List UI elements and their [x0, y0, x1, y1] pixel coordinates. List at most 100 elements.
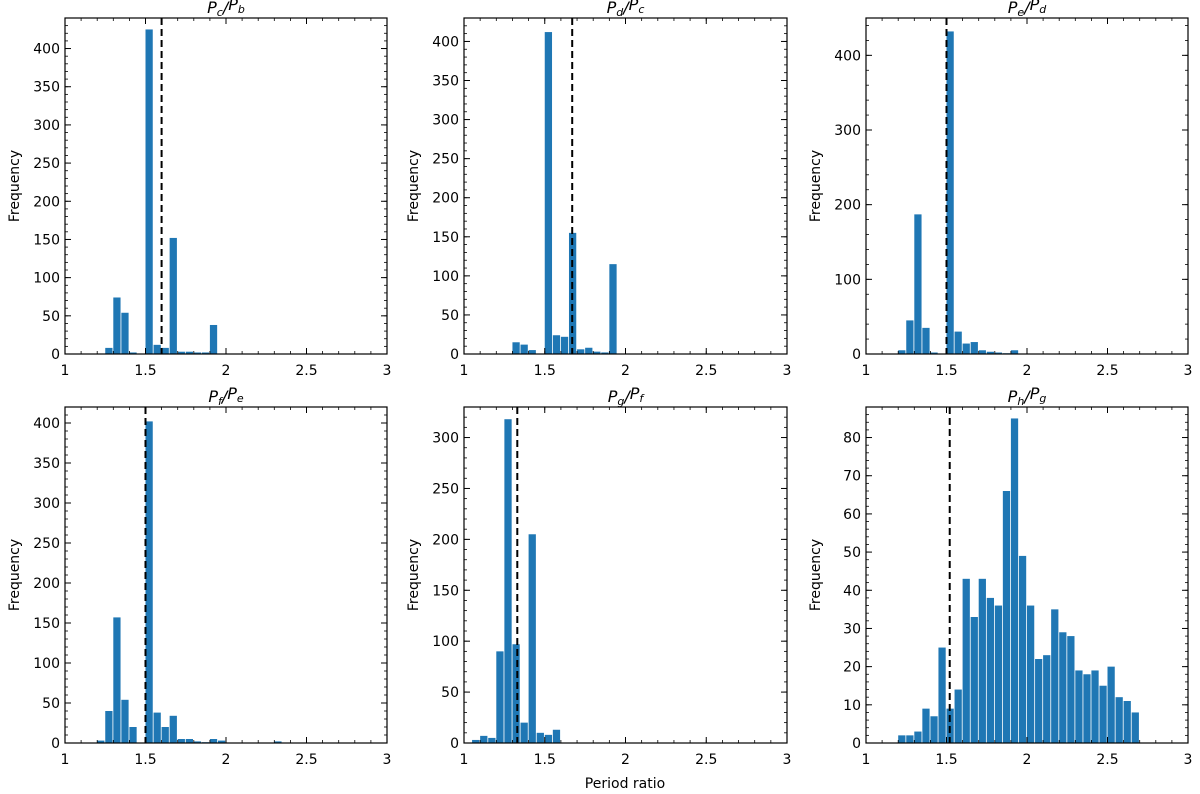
bar [922, 708, 930, 743]
bar [906, 735, 914, 743]
x-tick-label: 1.5 [935, 752, 957, 768]
bar [472, 739, 480, 743]
bar [1043, 655, 1051, 743]
y-tick-label: 100 [432, 269, 459, 285]
y-tick-label: 350 [432, 74, 459, 90]
bar [1107, 666, 1115, 743]
bar [1018, 555, 1027, 743]
bar [528, 534, 536, 743]
x-tick-label: 3 [1184, 363, 1193, 379]
y-tick-label: 0 [450, 736, 459, 752]
x-tick-label: 1.5 [134, 752, 156, 768]
bar [512, 644, 520, 743]
x-tick-label: 1.5 [134, 363, 156, 379]
x-tick-label: 2.5 [695, 363, 717, 379]
bar [105, 711, 113, 743]
y-tick-label: 350 [33, 456, 60, 472]
y-tick-label: 150 [33, 616, 60, 632]
bar [1002, 491, 1011, 743]
y-tick-label: 0 [852, 736, 861, 752]
bar [1091, 670, 1099, 743]
bar [161, 347, 169, 354]
bar [986, 597, 994, 743]
x-tick-label: 1 [862, 363, 871, 379]
x-tick-label: 1 [61, 363, 70, 379]
bar [153, 344, 161, 354]
x-tick-label: 1.5 [534, 363, 556, 379]
chart-panel-pd-pc: 1 1.5 2 2.5 3 0 50 100 150 200 250 300 350 400 Frequen… [406, 0, 791, 379]
x-tick-label: 1 [862, 752, 871, 768]
chart-title: Pd/Pc [607, 0, 645, 19]
chart-title: Pf/Pe [208, 384, 244, 408]
bar [994, 352, 1003, 354]
y-tick-label: 50 [441, 308, 459, 324]
bar [544, 734, 553, 743]
bar [177, 739, 185, 743]
bar [201, 352, 210, 354]
y-tick-label: 300 [33, 118, 60, 134]
bar [145, 29, 153, 354]
figure-xlabel: Period ratio [585, 776, 665, 792]
x-tick-label: 1 [460, 752, 469, 768]
y-tick-label: 0 [51, 736, 60, 752]
y-tick-label: 400 [33, 42, 60, 58]
y-tick-label: 50 [441, 685, 459, 701]
x-tick-label: 2 [222, 752, 231, 768]
chart-title: Pg/Pf [608, 384, 646, 408]
chart-panel-pc-pb: 1 1.5 2 2.5 3 0 50 100 150 200 250 300 350 400 Frequen… [7, 0, 391, 379]
x-tick-label: 1.5 [534, 752, 556, 768]
bar [121, 312, 129, 354]
y-tick-label: 200 [33, 576, 60, 592]
bar [954, 331, 962, 354]
y-tick-label: 0 [51, 347, 60, 363]
bar [560, 336, 569, 354]
bar [274, 741, 282, 743]
bar [536, 732, 544, 743]
x-tick-label: 2 [222, 363, 231, 379]
x-tick-label: 2.5 [295, 363, 317, 379]
bar [601, 352, 609, 354]
x-tick-label: 3 [1184, 752, 1193, 768]
y-tick-label: 250 [33, 536, 60, 552]
bar [1075, 670, 1083, 743]
y-tick-label: 200 [33, 194, 60, 210]
bar [129, 727, 137, 743]
bar [121, 699, 129, 743]
axes-frame [463, 17, 788, 355]
bar [922, 327, 930, 354]
y-tick-label: 0 [450, 347, 459, 363]
y-tick-label: 30 [843, 621, 861, 637]
y-tick-label: 100 [834, 272, 861, 288]
bar [520, 344, 528, 354]
y-tick-label: 40 [843, 583, 861, 599]
bar [145, 421, 153, 743]
bar [914, 214, 922, 354]
bar [185, 351, 193, 354]
y-axis-label: Frequency [7, 150, 23, 222]
bar [105, 347, 113, 354]
bar [504, 419, 512, 743]
bar [544, 32, 553, 354]
x-tick-label: 2.5 [695, 752, 717, 768]
y-tick-label: 50 [42, 309, 60, 325]
bar [962, 343, 970, 354]
x-tick-label: 2.5 [1096, 363, 1118, 379]
y-tick-label: 10 [843, 698, 861, 714]
y-tick-label: 400 [834, 48, 861, 64]
x-tick-label: 2.5 [295, 752, 317, 768]
bar [129, 352, 137, 354]
bar [970, 617, 978, 743]
bar [496, 651, 504, 743]
bar [1067, 636, 1075, 743]
bar [994, 605, 1003, 743]
x-tick-label: 2 [621, 752, 630, 768]
y-tick-label: 300 [432, 431, 459, 447]
x-tick-label: 3 [383, 752, 392, 768]
bar [161, 727, 169, 743]
bar [528, 350, 536, 354]
y-tick-label: 20 [843, 660, 861, 676]
y-tick-label: 100 [33, 656, 60, 672]
bar [1115, 697, 1123, 743]
y-tick-label: 400 [432, 34, 459, 50]
